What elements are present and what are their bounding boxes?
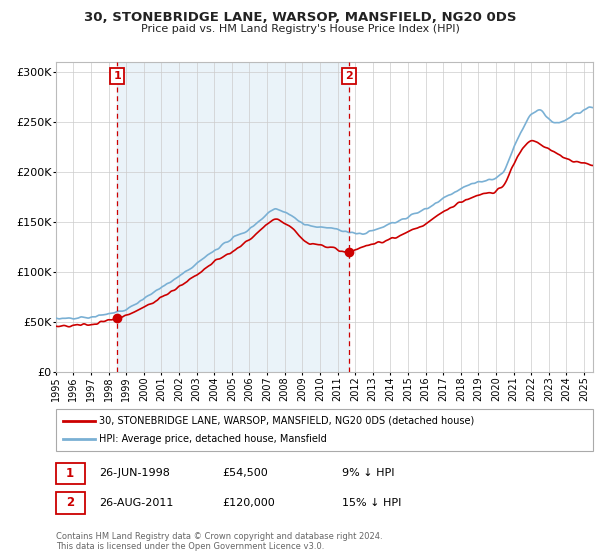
Text: £54,500: £54,500 bbox=[222, 468, 268, 478]
Text: 2: 2 bbox=[66, 496, 74, 510]
Text: 30, STONEBRIDGE LANE, WARSOP, MANSFIELD, NG20 0DS (detached house): 30, STONEBRIDGE LANE, WARSOP, MANSFIELD,… bbox=[99, 416, 474, 426]
Bar bbox=[117, 62, 349, 372]
Text: Contains HM Land Registry data © Crown copyright and database right 2024.
This d: Contains HM Land Registry data © Crown c… bbox=[56, 532, 382, 552]
Text: 9% ↓ HPI: 9% ↓ HPI bbox=[342, 468, 395, 478]
Text: 2: 2 bbox=[345, 71, 353, 81]
Text: 30, STONEBRIDGE LANE, WARSOP, MANSFIELD, NG20 0DS: 30, STONEBRIDGE LANE, WARSOP, MANSFIELD,… bbox=[84, 11, 516, 24]
Text: 1: 1 bbox=[113, 71, 121, 81]
Text: 26-AUG-2011: 26-AUG-2011 bbox=[99, 498, 173, 508]
Text: Price paid vs. HM Land Registry's House Price Index (HPI): Price paid vs. HM Land Registry's House … bbox=[140, 24, 460, 34]
Text: HPI: Average price, detached house, Mansfield: HPI: Average price, detached house, Mans… bbox=[99, 434, 327, 444]
Text: 1: 1 bbox=[66, 466, 74, 480]
Text: 26-JUN-1998: 26-JUN-1998 bbox=[99, 468, 170, 478]
Text: 15% ↓ HPI: 15% ↓ HPI bbox=[342, 498, 401, 508]
Text: £120,000: £120,000 bbox=[222, 498, 275, 508]
